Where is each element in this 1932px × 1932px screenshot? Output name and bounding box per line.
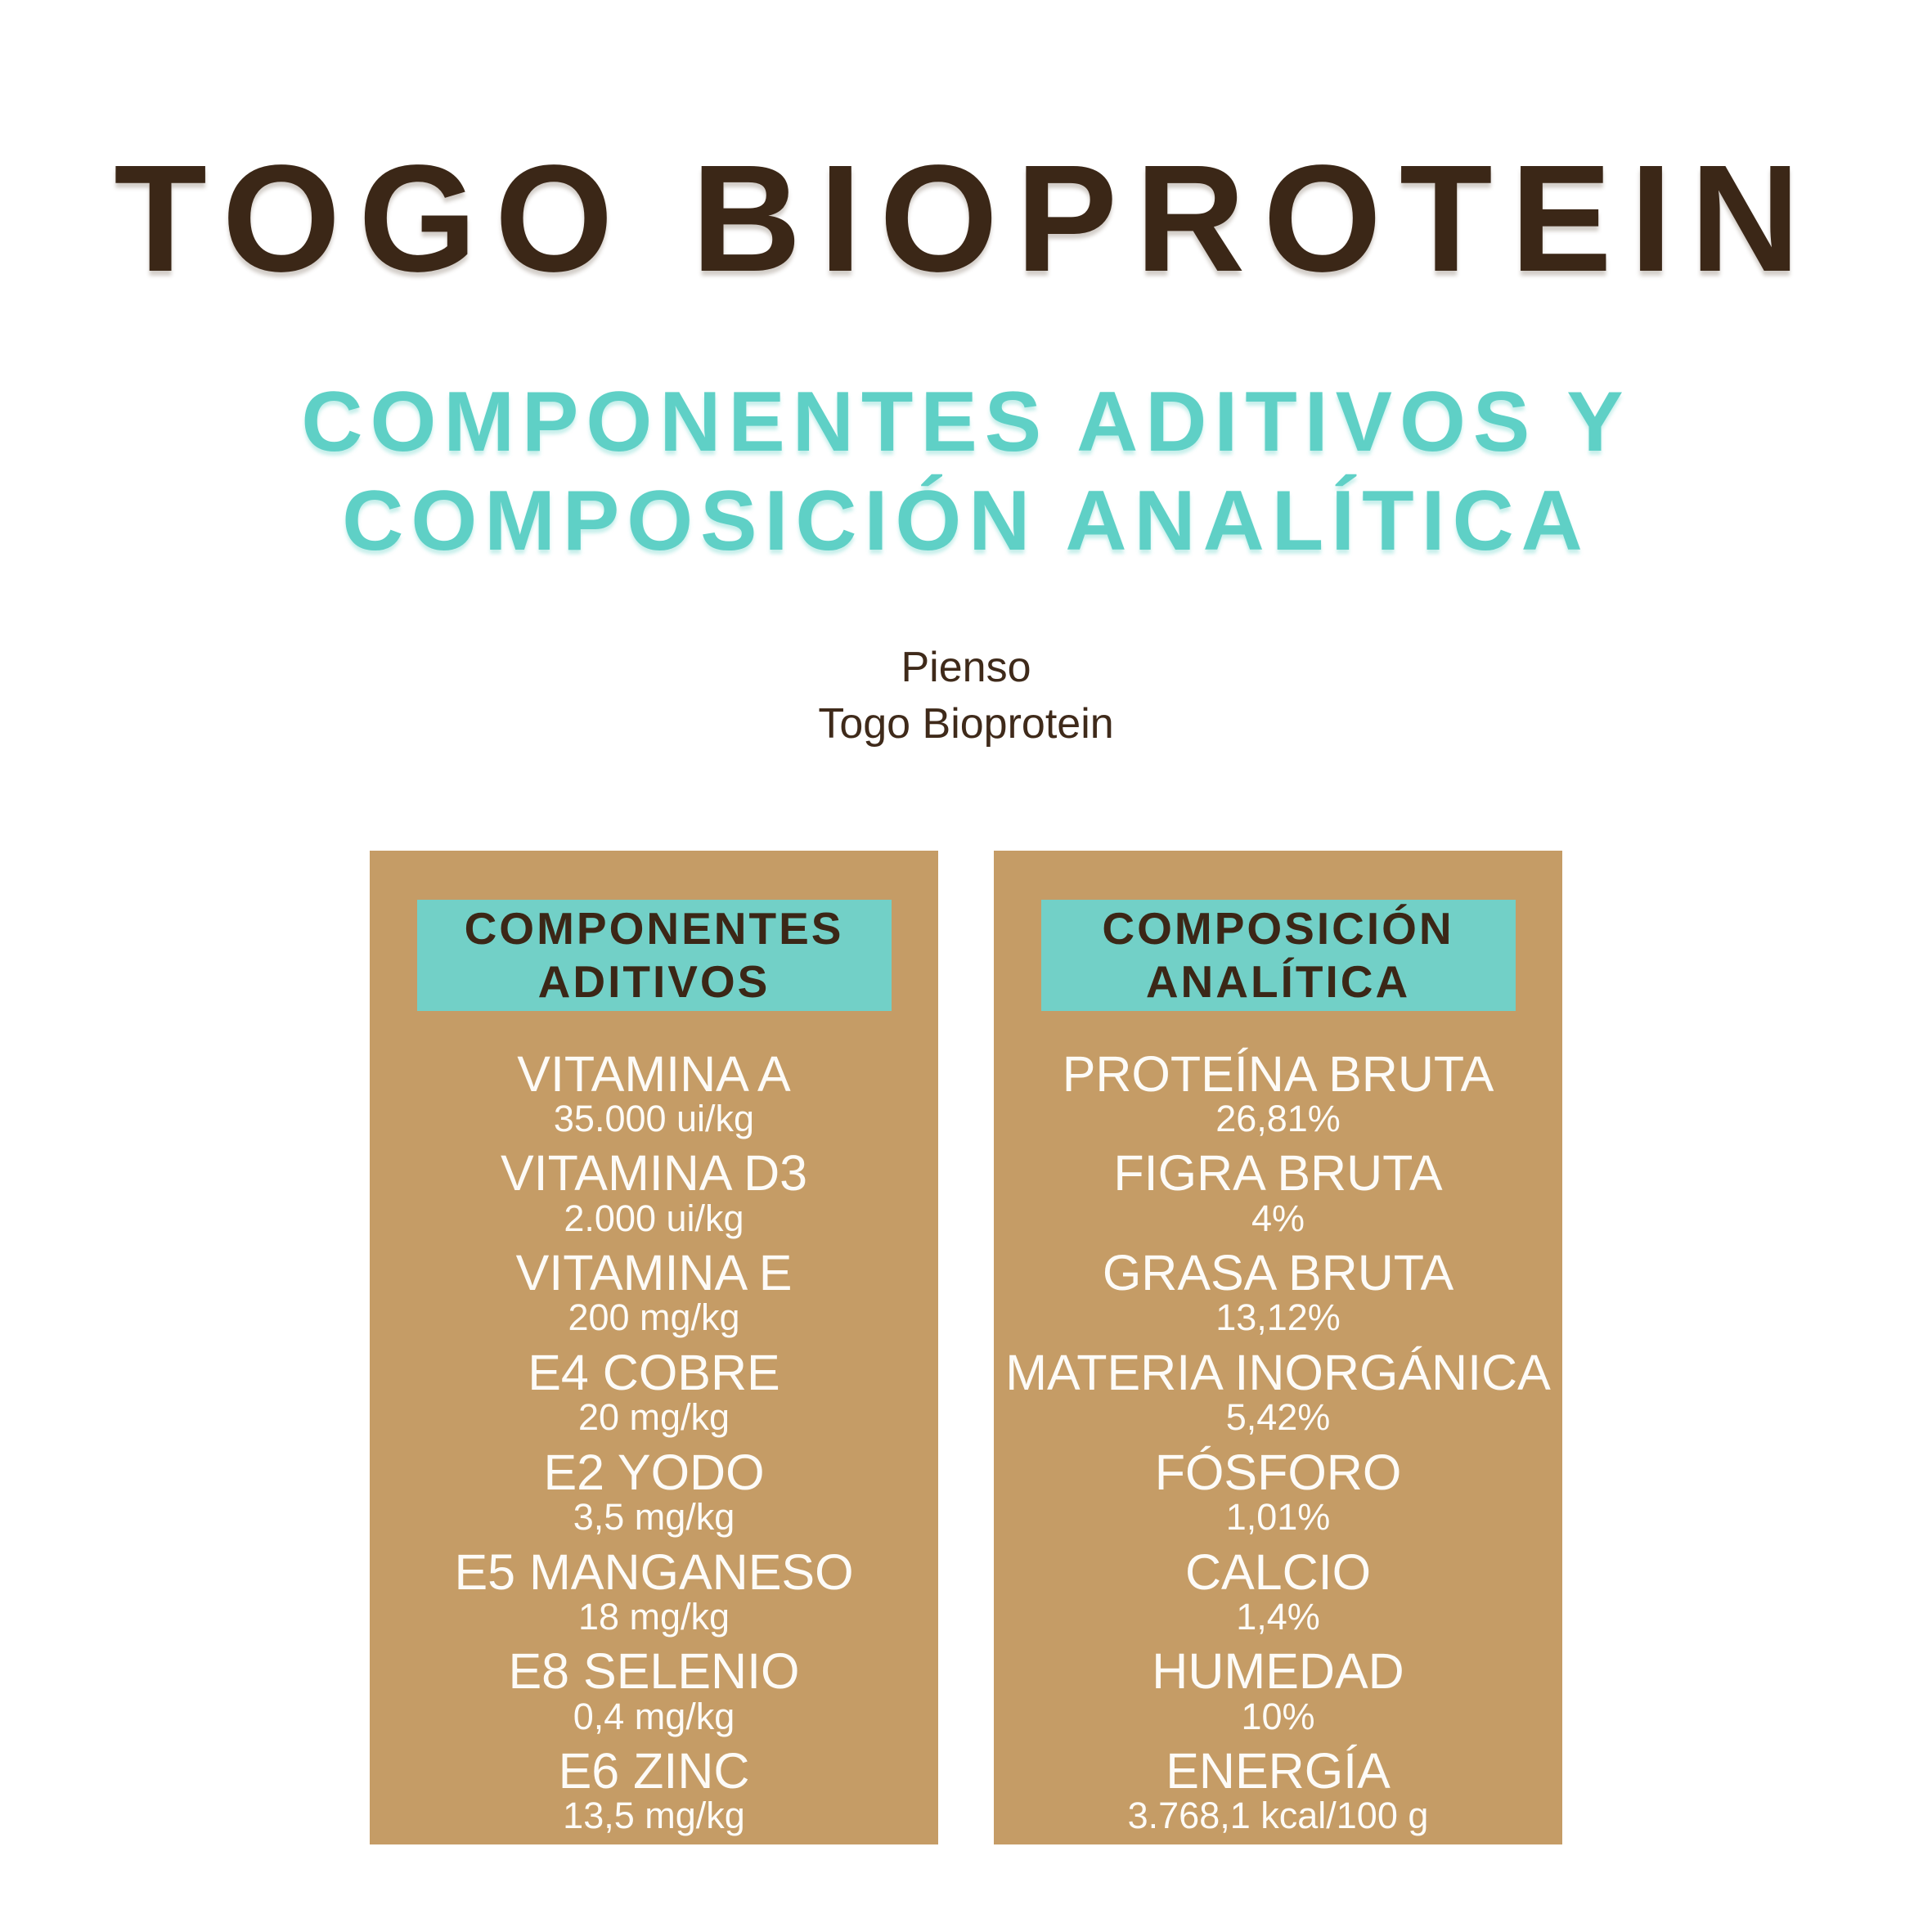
componentes-aditivos-list: VITAMINA A 35.000 ui/kg VITAMINA D3 2.00…	[370, 1045, 938, 1837]
item-name: VITAMINA D3	[500, 1145, 808, 1202]
item-value: 0,4 mg/kg	[573, 1695, 735, 1737]
item-name: E4 COBRE	[528, 1344, 780, 1400]
item-name: ENERGÍA	[1166, 1743, 1391, 1799]
list-item: ENERGÍA 3.768,1 kcal/100 g	[994, 1746, 1562, 1836]
list-item: E4 COBRE 20 mg/kg	[370, 1347, 938, 1438]
list-item: HUMEDAD 10%	[994, 1646, 1562, 1737]
list-item: E6 ZINC 13,5 mg/kg	[370, 1746, 938, 1836]
panel-header-line: COMPOSICIÓN	[1102, 902, 1454, 954]
page-title: TOGO BIOPROTEIN	[114, 134, 1818, 303]
list-item: VITAMINA D3 2.000 ui/kg	[370, 1148, 938, 1238]
item-value: 200 mg/kg	[568, 1296, 740, 1339]
item-value: 2.000 ui/kg	[564, 1197, 744, 1239]
list-item: FÓSFORO 1,01%	[994, 1447, 1562, 1538]
item-value: 3,5 mg/kg	[573, 1495, 735, 1538]
item-value: 1,01%	[1225, 1495, 1331, 1538]
panels-container: COMPONENTES ADITIVOS VITAMINA A 35.000 u…	[0, 850, 1932, 1844]
panel-header-line: ADITIVOS	[537, 955, 771, 1007]
list-item: E2 YODO 3,5 mg/kg	[370, 1447, 938, 1538]
list-item: E5 MANGANESO 18 mg/kg	[370, 1543, 938, 1638]
item-value: 3.768,1 kcal/100 g	[1127, 1795, 1429, 1837]
list-item: MATERIA INORGÁNICA 5,42%	[994, 1347, 1562, 1438]
composicion-analitica-list: PROTEÍNA BRUTA 26,81% FIGRA BRUTA 4% GRA…	[994, 1045, 1562, 1837]
list-item: PROTEÍNA BRUTA 26,81%	[994, 1045, 1562, 1139]
item-name: HUMEDAD	[1152, 1643, 1404, 1700]
item-name: E5 MANGANESO	[454, 1543, 854, 1600]
subtitle-line-2: COMPOSICIÓN ANALÍTICA	[342, 473, 1590, 568]
item-value: 10%	[1241, 1695, 1315, 1737]
item-value: 26,81%	[1215, 1097, 1341, 1139]
list-item: VITAMINA A 35.000 ui/kg	[370, 1045, 938, 1139]
item-name: E6 ZINC	[558, 1743, 750, 1799]
product-description: Pienso Togo Bioprotein	[0, 640, 1932, 752]
list-item: CALCIO 1,4%	[994, 1543, 1562, 1638]
item-name: E8 SELENIO	[508, 1643, 800, 1700]
product-name-label: Togo Bioprotein	[818, 699, 1114, 748]
list-item: E8 SELENIO 0,4 mg/kg	[370, 1646, 938, 1737]
panel-header-line: ANALÍTICA	[1145, 955, 1411, 1007]
product-type-label: Pienso	[901, 644, 1031, 692]
list-item: FIGRA BRUTA 4%	[994, 1148, 1562, 1238]
panel-composicion-analitica: COMPOSICIÓN ANALÍTICA PROTEÍNA BRUTA 26,…	[994, 850, 1562, 1844]
item-name: MATERIA INORGÁNICA	[1005, 1344, 1551, 1400]
item-name: PROTEÍNA BRUTA	[1062, 1045, 1494, 1102]
item-name: FÓSFORO	[1154, 1444, 1402, 1500]
panel-header-line: COMPONENTES	[464, 902, 844, 954]
item-name: VITAMINA E	[515, 1245, 793, 1301]
list-item: VITAMINA E 200 mg/kg	[370, 1247, 938, 1338]
item-value: 35.000 ui/kg	[553, 1097, 755, 1139]
item-value: 1,4%	[1236, 1595, 1320, 1638]
item-value: 20 mg/kg	[577, 1396, 730, 1439]
panel-componentes-aditivos: COMPONENTES ADITIVOS VITAMINA A 35.000 u…	[370, 850, 938, 1844]
list-item: GRASA BRUTA 13,12%	[994, 1247, 1562, 1338]
item-name: FIGRA BRUTA	[1113, 1145, 1443, 1202]
subtitle-line-1: COMPONENTES ADITIVOS Y	[301, 375, 1631, 470]
item-value: 5,42%	[1225, 1396, 1331, 1439]
item-value: 18 mg/kg	[577, 1595, 730, 1638]
item-name: CALCIO	[1184, 1543, 1372, 1600]
item-name: E2 YODO	[543, 1444, 765, 1500]
item-name: GRASA BRUTA	[1102, 1245, 1454, 1301]
panel-header-composicion-analitica: COMPOSICIÓN ANALÍTICA	[1040, 899, 1516, 1011]
item-name: VITAMINA A	[517, 1045, 791, 1102]
item-value: 13,5 mg/kg	[563, 1795, 745, 1837]
page-subtitle: COMPONENTES ADITIVOS Y COMPOSICIÓN ANALÍ…	[0, 373, 1932, 570]
item-value: 4%	[1251, 1197, 1305, 1239]
panel-header-componentes-aditivos: COMPONENTES ADITIVOS	[416, 899, 892, 1011]
item-value: 13,12%	[1215, 1296, 1341, 1339]
